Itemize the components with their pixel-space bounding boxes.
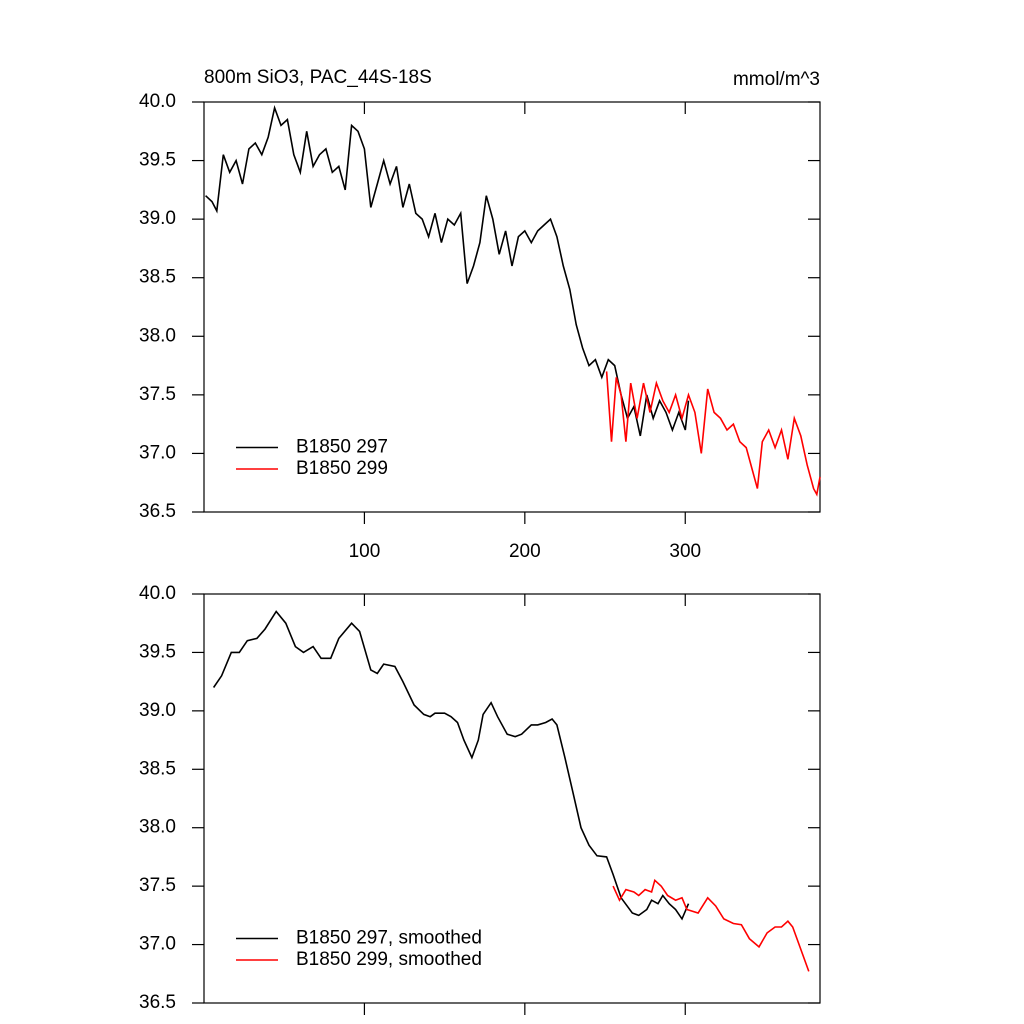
- data-line: [212, 610, 690, 921]
- y-tick-label: 37.5: [139, 384, 176, 405]
- y-tick-label: 37.0: [139, 442, 176, 463]
- y-tick-label: 36.5: [139, 992, 176, 1013]
- x-tick-label: 100: [349, 541, 381, 562]
- data-line: [612, 878, 810, 972]
- y-tick-label: 36.5: [139, 501, 176, 522]
- legend-label: B1850 299: [296, 458, 388, 479]
- x-tick-label: 200: [509, 541, 541, 562]
- y-tick-label: 38.0: [139, 325, 176, 346]
- units-label: mmol/m^3: [733, 69, 820, 90]
- y-tick-label: 37.0: [139, 934, 176, 955]
- chart-title: 800m SiO3, PAC_44S-18S: [204, 67, 432, 88]
- y-tick-label: 40.0: [139, 583, 176, 604]
- y-tick-label: 38.5: [139, 758, 176, 779]
- y-tick-label: 39.0: [139, 208, 176, 229]
- legend-label: B1850 297, smoothed: [296, 928, 482, 949]
- y-tick-label: 37.5: [139, 875, 176, 896]
- plot-frame: [203, 101, 821, 513]
- y-tick-label: 39.0: [139, 700, 176, 721]
- data-line: [605, 371, 821, 497]
- y-tick-label: 40.0: [139, 91, 176, 112]
- y-tick-label: 38.5: [139, 267, 176, 288]
- y-tick-label: 39.5: [139, 641, 176, 662]
- x-tick-label: 300: [669, 541, 701, 562]
- legend-label: B1850 299, smoothed: [296, 949, 482, 970]
- legend-label: B1850 297: [296, 437, 388, 458]
- plot-frame: [203, 593, 821, 1004]
- y-tick-label: 38.0: [139, 817, 176, 838]
- data-line: [205, 105, 690, 437]
- y-tick-label: 39.5: [139, 150, 176, 171]
